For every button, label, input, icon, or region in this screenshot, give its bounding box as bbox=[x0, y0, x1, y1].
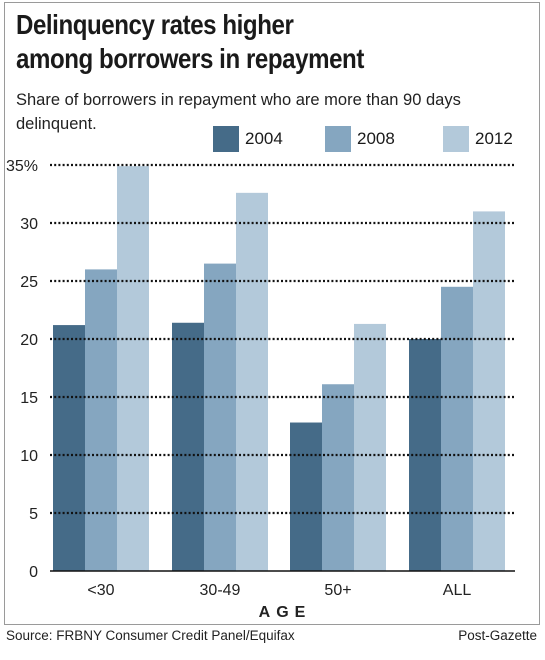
y-tick-label-25: 25 bbox=[20, 274, 38, 291]
legend-label-2004: 2004 bbox=[245, 129, 283, 148]
legend-label-2012: 2012 bbox=[475, 129, 513, 148]
chart-subtitle: Share of borrowers in repayment who are … bbox=[16, 91, 461, 133]
bar-2004-1 bbox=[53, 325, 85, 571]
source-note: Source: FRBNY Consumer Credit Panel/Equi… bbox=[6, 628, 295, 643]
x-tick-label-4: ALL bbox=[443, 582, 472, 599]
credit-note: Post-Gazette bbox=[458, 628, 537, 643]
bar-2008-1 bbox=[85, 269, 117, 571]
y-tick-label-5: 5 bbox=[29, 506, 38, 523]
legend-item-2008: 2008 bbox=[325, 126, 395, 152]
bar-2004-3 bbox=[290, 422, 322, 571]
legend-swatch-2012 bbox=[443, 126, 469, 152]
y-tick-label-20: 20 bbox=[20, 332, 38, 349]
chart-title: Delinquency rates higher among borrowers… bbox=[16, 8, 446, 76]
title-line-1: Delinquency rates higher bbox=[16, 9, 294, 40]
legend-item-2004: 2004 bbox=[213, 126, 283, 152]
y-tick-label-10: 10 bbox=[20, 448, 38, 465]
bar-2012-1 bbox=[117, 166, 149, 571]
bar-chart: <30 30-49 50+ ALL 0 5 10 15 20 25 30 35% AGE bbox=[6, 158, 515, 620]
footer: Source: FRBNY Consumer Credit Panel/Equi… bbox=[0, 628, 545, 652]
bar-2012-4 bbox=[473, 211, 505, 571]
bar-2012-2 bbox=[236, 192, 268, 571]
x-tick-label-1: <30 bbox=[87, 582, 114, 599]
legend-label-2008: 2008 bbox=[357, 129, 395, 148]
legend-swatch-2004 bbox=[213, 126, 239, 152]
bar-2004-2 bbox=[172, 322, 204, 571]
y-tick-label-0: 0 bbox=[29, 564, 38, 581]
legend-swatch-2008 bbox=[325, 126, 351, 152]
y-tick-label-15: 15 bbox=[20, 390, 38, 407]
bar-2012-3 bbox=[354, 323, 386, 571]
bar-2008-3 bbox=[322, 384, 354, 571]
y-tick-label-35: 35% bbox=[6, 158, 38, 175]
x-tick-label-3: 50+ bbox=[324, 582, 351, 599]
legend-item-2012: 2012 bbox=[443, 126, 513, 152]
title-line-2: among borrowers in repayment bbox=[16, 43, 364, 74]
x-axis-title: AGE bbox=[259, 604, 312, 620]
chart-frame bbox=[4, 2, 540, 625]
legend: 2004 2008 2012 bbox=[0, 126, 545, 152]
bar-2008-2 bbox=[204, 263, 236, 571]
bar-2008-4 bbox=[441, 286, 473, 571]
x-tick-label-2: 30-49 bbox=[200, 582, 241, 599]
y-tick-label-30: 30 bbox=[20, 216, 38, 233]
